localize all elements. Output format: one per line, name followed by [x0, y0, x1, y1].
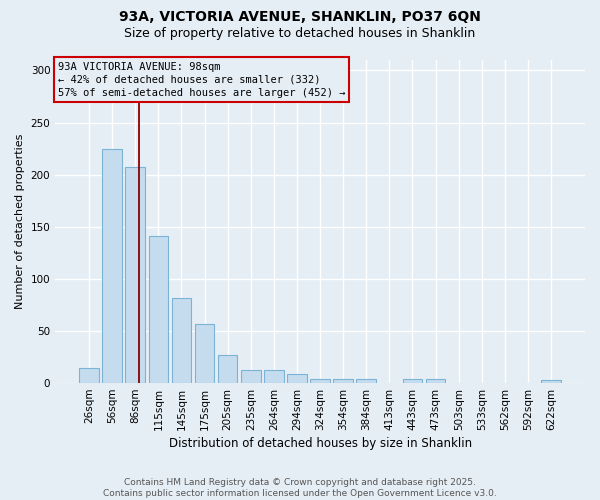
Bar — [541, 380, 561, 383]
Text: Size of property relative to detached houses in Shanklin: Size of property relative to detached ho… — [124, 28, 476, 40]
Text: 93A, VICTORIA AVENUE, SHANKLIN, PO37 6QN: 93A, VICTORIA AVENUE, SHANKLIN, PO37 6QN — [119, 10, 481, 24]
Bar — [149, 236, 168, 383]
Bar — [103, 148, 122, 383]
X-axis label: Distribution of detached houses by size in Shanklin: Distribution of detached houses by size … — [169, 437, 472, 450]
Bar — [218, 355, 238, 383]
Y-axis label: Number of detached properties: Number of detached properties — [15, 134, 25, 309]
Bar — [403, 379, 422, 383]
Bar — [172, 298, 191, 383]
Bar — [125, 168, 145, 383]
Bar — [264, 370, 284, 383]
Bar — [310, 379, 330, 383]
Bar — [356, 379, 376, 383]
Bar — [241, 370, 260, 383]
Bar — [79, 368, 99, 383]
Text: Contains HM Land Registry data © Crown copyright and database right 2025.
Contai: Contains HM Land Registry data © Crown c… — [103, 478, 497, 498]
Bar — [287, 374, 307, 383]
Text: 93A VICTORIA AVENUE: 98sqm
← 42% of detached houses are smaller (332)
57% of sem: 93A VICTORIA AVENUE: 98sqm ← 42% of deta… — [58, 62, 346, 98]
Bar — [195, 324, 214, 383]
Bar — [334, 379, 353, 383]
Bar — [426, 379, 445, 383]
